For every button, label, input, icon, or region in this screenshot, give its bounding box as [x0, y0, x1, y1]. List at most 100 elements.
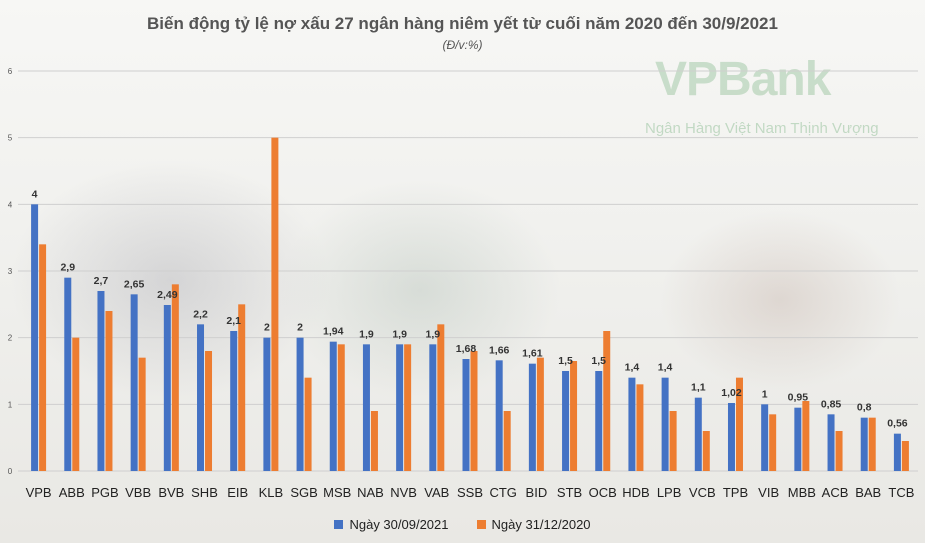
bar-series2 — [868, 417, 876, 471]
bar-series2 — [470, 351, 478, 471]
data-label: 1,9 — [392, 328, 407, 340]
data-label: 2,65 — [124, 278, 145, 290]
bar-series2 — [171, 284, 179, 471]
bar-series2 — [503, 411, 511, 471]
x-tick-label: BAB — [855, 485, 881, 500]
bar-series1 — [130, 294, 138, 471]
bar-series2 — [304, 377, 312, 471]
bar-series2 — [603, 331, 611, 471]
bar-series1 — [64, 277, 72, 471]
bar-series1 — [362, 344, 370, 471]
bar-series1 — [893, 433, 901, 471]
data-label: 0,56 — [887, 418, 908, 430]
bar-series2 — [39, 244, 47, 471]
bar-series2 — [669, 411, 677, 471]
x-tick-label: VBB — [125, 485, 151, 500]
bar-series2 — [570, 361, 578, 471]
bar-series1 — [528, 363, 536, 471]
bar-series1 — [860, 417, 868, 471]
bar-series2 — [702, 431, 710, 471]
data-label: 1,5 — [591, 355, 606, 367]
data-label: 1,1 — [691, 382, 706, 394]
data-label: 2 — [264, 322, 270, 334]
bar-series1 — [562, 371, 570, 471]
bar-series1 — [827, 414, 835, 471]
bar-series2 — [205, 351, 213, 471]
bar-series2 — [735, 377, 743, 471]
data-label: 1,68 — [456, 343, 477, 355]
y-tick-label: 2 — [8, 334, 13, 343]
x-tick-label: ABB — [59, 485, 85, 500]
data-label: 1 — [762, 388, 768, 400]
x-tick-label: STB — [557, 485, 582, 500]
bar-series2 — [437, 324, 445, 471]
bar-series1 — [97, 291, 105, 471]
x-tick-label: VAB — [424, 485, 449, 500]
data-label: 1,5 — [558, 355, 573, 367]
bar-series2 — [105, 311, 113, 471]
y-tick-label: 0 — [8, 467, 13, 476]
bar-series2 — [536, 357, 544, 471]
x-tick-label: NAB — [357, 485, 384, 500]
legend-swatch-series2 — [476, 520, 486, 529]
data-label: 0,8 — [857, 402, 872, 414]
legend: Ngày 30/09/2021 Ngày 31/12/2020 — [0, 517, 925, 532]
x-tick-label: VCB — [689, 485, 716, 500]
bar-series1 — [727, 403, 735, 471]
bar-series1 — [595, 371, 603, 471]
bar-series1 — [230, 331, 238, 471]
data-label: 1,9 — [359, 328, 374, 340]
bar-series2 — [271, 137, 279, 471]
x-tick-label: MSB — [323, 485, 351, 500]
x-tick-label: LPB — [657, 485, 682, 500]
x-tick-label: SHB — [191, 485, 218, 500]
bar-series2 — [901, 441, 909, 471]
bar-series1 — [429, 344, 437, 471]
x-tick-label: SGB — [290, 485, 317, 500]
x-tick-label: CTG — [489, 485, 516, 500]
bar-series1 — [329, 341, 337, 471]
data-label: 2,1 — [226, 315, 241, 327]
x-tick-label: TCB — [888, 485, 914, 500]
bar-series2 — [636, 384, 644, 471]
bar-series2 — [835, 431, 843, 471]
chart-subtitle: (Đ/v:%) — [442, 38, 483, 52]
data-label: 1,61 — [522, 348, 543, 360]
bar-series1 — [794, 407, 802, 471]
data-label: 0,95 — [788, 392, 809, 404]
x-tick-label: EIB — [227, 485, 248, 500]
data-label: 1,94 — [323, 326, 344, 338]
x-tick-label: BID — [526, 485, 548, 500]
x-tick-label: OCB — [589, 485, 617, 500]
bar-series1 — [694, 397, 702, 471]
bar-series1 — [462, 359, 470, 471]
bar-series1 — [163, 305, 171, 471]
data-label: 2,9 — [60, 262, 75, 274]
bar-series2 — [138, 357, 146, 471]
bar-series2 — [238, 304, 246, 471]
y-tick-label: 5 — [8, 134, 13, 143]
legend-label-series2: Ngày 31/12/2020 — [491, 517, 591, 532]
data-label: 4 — [32, 188, 38, 200]
chart-title: Biến động tỷ lệ nợ xấu 27 ngân hàng niêm… — [147, 14, 778, 33]
data-label: 1,02 — [721, 387, 742, 399]
x-tick-label: SSB — [457, 485, 483, 500]
data-label: 2,49 — [157, 289, 178, 301]
bar-series1 — [495, 360, 503, 471]
bar-series2 — [802, 401, 810, 471]
y-tick-label: 1 — [8, 400, 13, 409]
bar-series1 — [197, 324, 205, 471]
y-tick-label: 6 — [8, 67, 13, 76]
watermark-tagline: Ngân Hàng Việt Nam Thịnh Vượng — [645, 120, 879, 137]
data-label: 1,4 — [658, 362, 673, 374]
x-tick-label: TPB — [723, 485, 748, 500]
x-tick-label: VPB — [26, 485, 52, 500]
x-tick-label: ACB — [822, 485, 849, 500]
bar-series1 — [761, 404, 769, 471]
watermark-logo-text: VPBank — [655, 53, 831, 106]
x-tick-label: HDB — [622, 485, 649, 500]
data-label: 2 — [297, 322, 303, 334]
data-label: 2,2 — [193, 308, 208, 320]
bar-series2 — [404, 344, 412, 471]
